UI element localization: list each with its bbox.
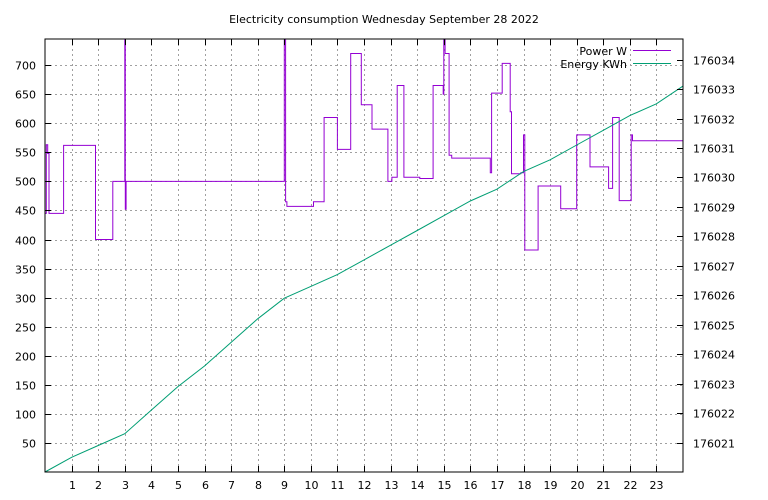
legend: Power W Energy KWh [560, 45, 671, 71]
y-right-tick-label: 176022 [693, 408, 735, 421]
chart-title: Electricity consumption Wednesday Septem… [229, 13, 539, 26]
x-tick-label: 1 [69, 479, 76, 492]
y-right-tick-label: 176029 [693, 202, 735, 215]
x-tick-label: 5 [175, 479, 182, 492]
x-tick-label: 3 [122, 479, 129, 492]
axis-ticks: 1 2 3 4 5 6 7 8 9 10 11 12 13 14 15 16 17 18 19 20 21 22 23501… [15, 39, 735, 492]
x-tick-label: 12 [358, 479, 372, 492]
grid [45, 39, 683, 472]
series-layer [44, 38, 684, 473]
y-right-tick-label: 176032 [693, 114, 735, 127]
series-line-power [45, 38, 684, 251]
y-left-tick-label: 650 [15, 89, 36, 102]
x-tick-label: 13 [385, 479, 399, 492]
y-right-tick-label: 176028 [693, 231, 735, 244]
x-tick-label: 16 [464, 479, 478, 492]
y-right-tick-label: 176024 [693, 349, 735, 362]
y-right-tick-label: 176030 [693, 172, 735, 185]
y-left-tick-label: 550 [15, 147, 36, 160]
y-left-tick-label: 50 [22, 438, 36, 451]
y-left-tick-label: 400 [15, 235, 36, 248]
x-tick-label: 10 [305, 479, 319, 492]
y-right-tick-label: 176027 [693, 261, 735, 274]
y-left-tick-label: 150 [15, 380, 36, 393]
y-left-tick-label: 450 [15, 205, 36, 218]
x-tick-label: 18 [518, 479, 532, 492]
x-tick-label: 9 [281, 479, 288, 492]
x-tick-label: 20 [571, 479, 585, 492]
x-tick-label: 6 [202, 479, 209, 492]
x-tick-label: 19 [544, 479, 558, 492]
y-right-tick-label: 176025 [693, 320, 735, 333]
y-left-tick-label: 500 [15, 176, 36, 189]
x-tick-label: 15 [438, 479, 452, 492]
y-left-tick-label: 200 [15, 351, 36, 364]
y-right-tick-label: 176026 [693, 290, 735, 303]
legend-label-energy: Energy KWh [560, 58, 627, 71]
x-tick-label: 11 [331, 479, 345, 492]
y-right-tick-label: 176023 [693, 379, 735, 392]
x-tick-label: 21 [597, 479, 611, 492]
y-left-tick-label: 100 [15, 409, 36, 422]
x-tick-label: 23 [650, 479, 664, 492]
y-right-tick-label: 176033 [693, 84, 735, 97]
y-left-tick-label: 600 [15, 118, 36, 131]
y-left-tick-label: 350 [15, 264, 36, 277]
x-tick-label: 8 [255, 479, 262, 492]
x-tick-label: 4 [148, 479, 155, 492]
y-right-tick-label: 176034 [693, 55, 735, 68]
x-tick-label: 7 [228, 479, 235, 492]
legend-label-power: Power W [579, 45, 627, 58]
y-right-tick-label: 176021 [693, 438, 735, 451]
x-tick-label: 14 [411, 479, 425, 492]
y-right-tick-label: 176031 [693, 143, 735, 156]
series-line-energy [44, 85, 684, 473]
y-left-tick-label: 700 [15, 60, 36, 73]
y-left-tick-label: 250 [15, 322, 36, 335]
x-tick-label: 17 [491, 479, 505, 492]
y-left-tick-label: 300 [15, 293, 36, 306]
x-tick-label: 22 [624, 479, 638, 492]
x-tick-label: 2 [95, 479, 102, 492]
